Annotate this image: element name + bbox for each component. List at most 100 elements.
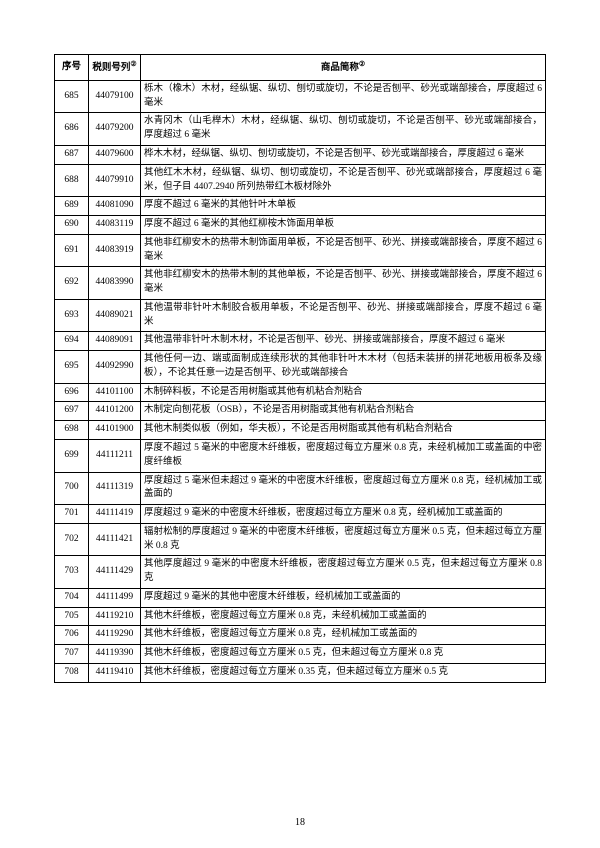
- cell-code: 44119410: [89, 663, 141, 682]
- cell-code: 44101900: [89, 421, 141, 440]
- cell-code: 44119210: [89, 607, 141, 626]
- table-row: 68944081090厚度不超过 6 毫米的其他针叶木单板: [55, 197, 546, 216]
- cell-code: 44079100: [89, 80, 141, 113]
- table-row: 70044111319厚度超过 5 毫米但未超过 9 毫米的中密度木纤维板，密度…: [55, 472, 546, 505]
- cell-code: 44083119: [89, 216, 141, 235]
- cell-seq: 708: [55, 663, 89, 682]
- table-row: 70844119410其他木纤维板，密度超过每立方厘米 0.35 克，但未超过每…: [55, 663, 546, 682]
- table-row: 68644079200水青冈木（山毛榉木）木材，经纵锯、纵切、刨切或旋切，不论是…: [55, 113, 546, 146]
- cell-seq: 687: [55, 145, 89, 164]
- cell-seq: 691: [55, 234, 89, 267]
- table-row: 70444111499厚度超过 9 毫米的其他中密度木纤维板，经机械加工或盖面的: [55, 588, 546, 607]
- cell-code: 44111319: [89, 472, 141, 505]
- cell-desc: 厚度不超过 5 毫米的中密度木纤维板，密度超过每立方厘米 0.8 克，未经机械加…: [141, 440, 546, 473]
- cell-desc: 厚度超过 9 毫米的中密度木纤维板，密度超过每立方厘米 0.8 克，经机械加工或…: [141, 505, 546, 524]
- cell-desc: 水青冈木（山毛榉木）木材，经纵锯、纵切、刨切或旋切，不论是否刨平、砂光或端部接合…: [141, 113, 546, 146]
- table-row: 69644101100木制碎料板，不论是否用树脂或其他有机粘合剂粘合: [55, 383, 546, 402]
- cell-seq: 700: [55, 472, 89, 505]
- cell-desc: 木制碎料板，不论是否用树脂或其他有机粘合剂粘合: [141, 383, 546, 402]
- table-row: 68844079910其他红木木材，经纵锯、纵切、刨切或旋切，不论是否刨平、砂光…: [55, 164, 546, 197]
- cell-seq: 699: [55, 440, 89, 473]
- cell-seq: 707: [55, 645, 89, 664]
- cell-code: 44111421: [89, 523, 141, 556]
- cell-code: 44083990: [89, 267, 141, 300]
- table-row: 69444089091其他温带非针叶木制木材，不论是否刨平、砂光、拼接或端部接合…: [55, 332, 546, 351]
- cell-code: 44079600: [89, 145, 141, 164]
- cell-code: 44101200: [89, 402, 141, 421]
- cell-code: 44111499: [89, 588, 141, 607]
- table-row: 70744119390其他木纤维板，密度超过每立方厘米 0.5 克，但未超过每立…: [55, 645, 546, 664]
- cell-seq: 689: [55, 197, 89, 216]
- page-number: 18: [0, 817, 600, 828]
- cell-desc: 其他木制类似板（例如，华夫板），不论是否用树脂或其他有机粘合剂粘合: [141, 421, 546, 440]
- document-page: 序号 税则号列② 商品简称② 68544079100栎木（橡木）木材，经纵锯、纵…: [0, 0, 600, 713]
- cell-seq: 696: [55, 383, 89, 402]
- cell-seq: 703: [55, 556, 89, 589]
- cell-desc: 栎木（橡木）木材，经纵锯、纵切、刨切或旋切，不论是否刨平、砂光或端部接合，厚度超…: [141, 80, 546, 113]
- table-row: 68544079100栎木（橡木）木材，经纵锯、纵切、刨切或旋切，不论是否刨平、…: [55, 80, 546, 113]
- cell-code: 44079200: [89, 113, 141, 146]
- cell-desc: 其他温带非针叶木制木材，不论是否刨平、砂光、拼接或端部接合，厚度不超过 6 毫米: [141, 332, 546, 351]
- table-row: 70344111429其他厚度超过 9 毫米的中密度木纤维板，密度超过每立方厘米…: [55, 556, 546, 589]
- cell-seq: 697: [55, 402, 89, 421]
- cell-code: 44079910: [89, 164, 141, 197]
- cell-code: 44081090: [89, 197, 141, 216]
- cell-code: 44119290: [89, 626, 141, 645]
- cell-code: 44092990: [89, 351, 141, 384]
- table-row: 70244111421辐射松制的厚度超过 9 毫米的中密度木纤维板，密度超过每立…: [55, 523, 546, 556]
- header-desc: 商品简称②: [141, 55, 546, 81]
- cell-seq: 694: [55, 332, 89, 351]
- cell-desc: 其他木纤维板，密度超过每立方厘米 0.8 克，未经机械加工或盖面的: [141, 607, 546, 626]
- cell-seq: 695: [55, 351, 89, 384]
- cell-code: 44083919: [89, 234, 141, 267]
- cell-seq: 693: [55, 299, 89, 332]
- cell-code: 44089091: [89, 332, 141, 351]
- cell-desc: 其他任何一边、端或面制成连续形状的其他非针叶木木材（包括未装拼的拼花地板用板条及…: [141, 351, 546, 384]
- cell-desc: 桦木木材，经纵锯、纵切、刨切或旋切，不论是否刨平、砂光或端部接合，厚度超过 6 …: [141, 145, 546, 164]
- cell-desc: 厚度超过 9 毫米的其他中密度木纤维板，经机械加工或盖面的: [141, 588, 546, 607]
- table-row: 68744079600桦木木材，经纵锯、纵切、刨切或旋切，不论是否刨平、砂光或端…: [55, 145, 546, 164]
- cell-seq: 688: [55, 164, 89, 197]
- cell-seq: 685: [55, 80, 89, 113]
- cell-seq: 686: [55, 113, 89, 146]
- table-row: 69744101200木制定向刨花板（OSB），不论是否用树脂或其他有机粘合剂粘…: [55, 402, 546, 421]
- cell-seq: 701: [55, 505, 89, 524]
- table-row: 69244083990其他非红柳安木的热带木制的其他单板，不论是否刨平、砂光、拼…: [55, 267, 546, 300]
- cell-desc: 木制定向刨花板（OSB），不论是否用树脂或其他有机粘合剂粘合: [141, 402, 546, 421]
- cell-seq: 698: [55, 421, 89, 440]
- table-row: 69144083919其他非红柳安木的热带木制饰面用单板，不论是否刨平、砂光、拼…: [55, 234, 546, 267]
- table-row: 69944111211厚度不超过 5 毫米的中密度木纤维板，密度超过每立方厘米 …: [55, 440, 546, 473]
- table-row: 69044083119厚度不超过 6 毫米的其他红柳桉木饰面用单板: [55, 216, 546, 235]
- cell-code: 44111211: [89, 440, 141, 473]
- table-body: 68544079100栎木（橡木）木材，经纵锯、纵切、刨切或旋切，不论是否刨平、…: [55, 80, 546, 682]
- table-row: 69844101900其他木制类似板（例如，华夫板），不论是否用树脂或其他有机粘…: [55, 421, 546, 440]
- cell-code: 44111419: [89, 505, 141, 524]
- cell-code: 44119390: [89, 645, 141, 664]
- cell-code: 44089021: [89, 299, 141, 332]
- cell-desc: 其他木纤维板，密度超过每立方厘米 0.8 克，经机械加工或盖面的: [141, 626, 546, 645]
- cell-seq: 704: [55, 588, 89, 607]
- table-row: 70144111419厚度超过 9 毫米的中密度木纤维板，密度超过每立方厘米 0…: [55, 505, 546, 524]
- cell-desc: 其他温带非针叶木制胶合板用单板，不论是否刨平、砂光、拼接或端部接合，厚度不超过 …: [141, 299, 546, 332]
- cell-desc: 厚度超过 5 毫米但未超过 9 毫米的中密度木纤维板，密度超过每立方厘米 0.8…: [141, 472, 546, 505]
- cell-desc: 其他木纤维板，密度超过每立方厘米 0.5 克，但未超过每立方厘米 0.8 克: [141, 645, 546, 664]
- table-header-row: 序号 税则号列② 商品简称②: [55, 55, 546, 81]
- cell-seq: 690: [55, 216, 89, 235]
- cell-seq: 702: [55, 523, 89, 556]
- cell-desc: 其他非红柳安木的热带木制饰面用单板，不论是否刨平、砂光、拼接或端部接合，厚度不超…: [141, 234, 546, 267]
- cell-desc: 其他厚度超过 9 毫米的中密度木纤维板，密度超过每立方厘米 0.5 克，但未超过…: [141, 556, 546, 589]
- cell-desc: 其他红木木材，经纵锯、纵切、刨切或旋切，不论是否刨平、砂光或端部接合，厚度超过 …: [141, 164, 546, 197]
- cell-desc: 辐射松制的厚度超过 9 毫米的中密度木纤维板，密度超过每立方厘米 0.5 克，但…: [141, 523, 546, 556]
- cell-code: 44111429: [89, 556, 141, 589]
- cell-seq: 705: [55, 607, 89, 626]
- cell-seq: 692: [55, 267, 89, 300]
- cell-seq: 706: [55, 626, 89, 645]
- header-seq: 序号: [55, 55, 89, 81]
- table-row: 69344089021其他温带非针叶木制胶合板用单板，不论是否刨平、砂光、拼接或…: [55, 299, 546, 332]
- cell-desc: 其他非红柳安木的热带木制的其他单板，不论是否刨平、砂光、拼接或端部接合，厚度不超…: [141, 267, 546, 300]
- cell-desc: 厚度不超过 6 毫米的其他红柳桉木饰面用单板: [141, 216, 546, 235]
- table-row: 69544092990其他任何一边、端或面制成连续形状的其他非针叶木木材（包括未…: [55, 351, 546, 384]
- cell-desc: 厚度不超过 6 毫米的其他针叶木单板: [141, 197, 546, 216]
- table-row: 70544119210其他木纤维板，密度超过每立方厘米 0.8 克，未经机械加工…: [55, 607, 546, 626]
- tariff-table: 序号 税则号列② 商品简称② 68544079100栎木（橡木）木材，经纵锯、纵…: [54, 54, 546, 683]
